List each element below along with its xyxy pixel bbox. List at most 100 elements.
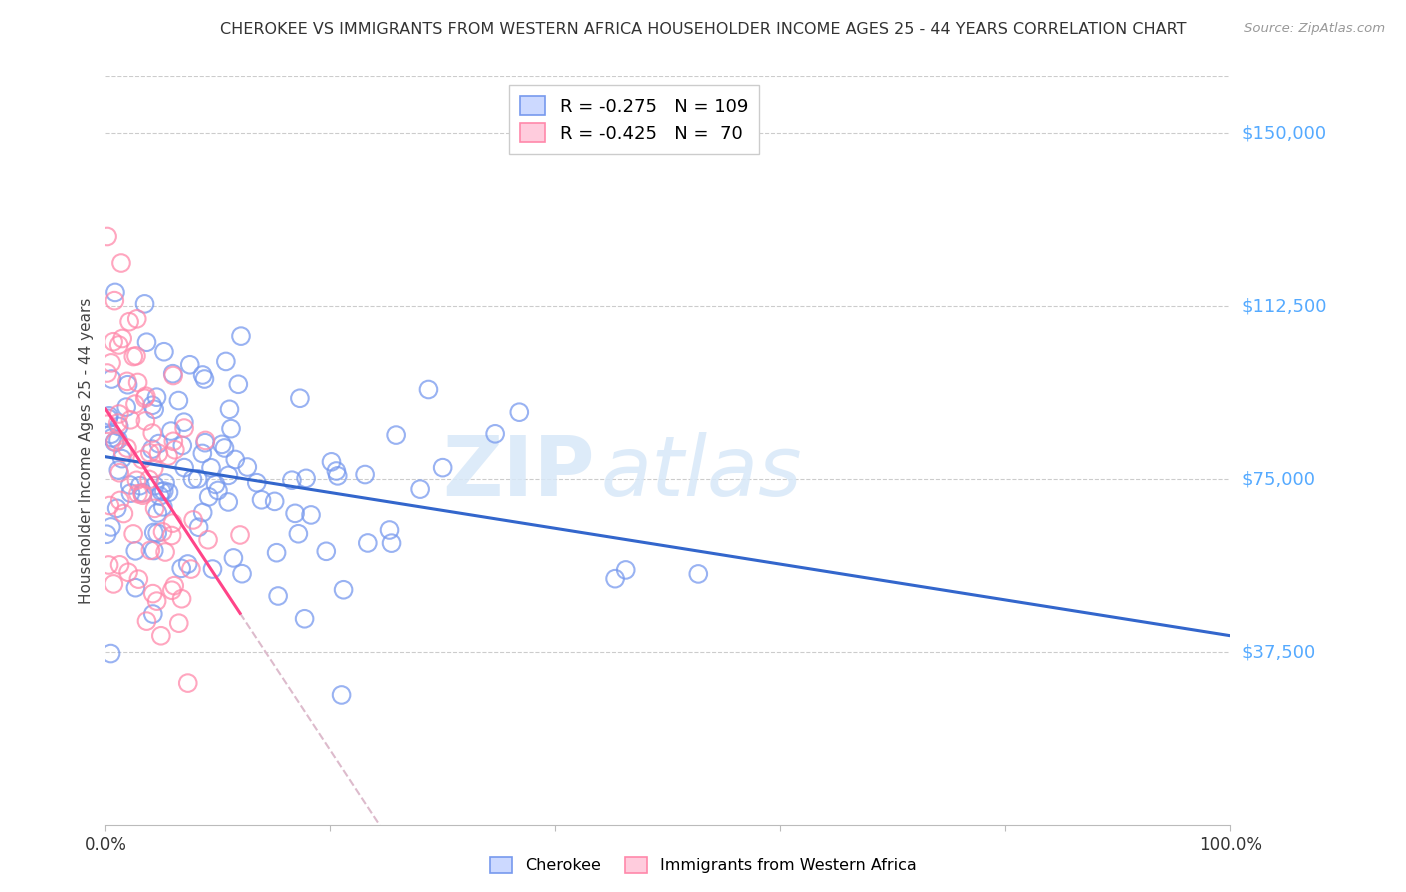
Point <box>197 533 219 547</box>
Point <box>162 516 184 530</box>
Point <box>139 446 162 460</box>
Point <box>148 436 170 450</box>
Point <box>108 466 131 480</box>
Point <box>135 614 157 628</box>
Point <box>193 372 215 386</box>
Point <box>135 335 157 350</box>
Point <box>409 482 432 496</box>
Point <box>181 513 204 527</box>
Point <box>295 471 318 485</box>
Point <box>152 500 174 514</box>
Point <box>145 594 167 608</box>
Point <box>284 507 307 521</box>
Point <box>187 520 209 534</box>
Point <box>131 452 153 467</box>
Point <box>115 375 138 389</box>
Point <box>246 475 269 490</box>
Point <box>152 524 174 539</box>
Point <box>122 350 145 364</box>
Point <box>173 460 195 475</box>
Point <box>134 414 156 428</box>
Point <box>97 409 120 423</box>
Point <box>217 495 239 509</box>
Point <box>143 479 166 493</box>
Text: $150,000: $150,000 <box>1241 125 1326 143</box>
Point <box>160 528 183 542</box>
Point <box>107 433 129 447</box>
Point <box>127 572 149 586</box>
Point <box>231 566 253 581</box>
Point <box>131 488 153 502</box>
Point <box>96 229 118 244</box>
Point <box>153 344 176 359</box>
Point <box>330 688 353 702</box>
Point <box>120 486 142 500</box>
Point <box>150 484 173 499</box>
Text: Source: ZipAtlas.com: Source: ZipAtlas.com <box>1244 22 1385 36</box>
Point <box>217 468 239 483</box>
Point <box>218 402 240 417</box>
Point <box>100 356 122 370</box>
Point <box>170 591 193 606</box>
Point <box>96 417 118 432</box>
Point <box>143 501 166 516</box>
Point <box>103 293 125 308</box>
Point <box>108 558 131 572</box>
Point <box>172 438 194 452</box>
Y-axis label: Householder Income Ages 25 - 44 years: Householder Income Ages 25 - 44 years <box>79 297 94 604</box>
Point <box>201 562 224 576</box>
Point <box>96 527 118 541</box>
Point <box>332 582 354 597</box>
Point <box>688 566 710 581</box>
Point <box>187 472 209 486</box>
Point <box>107 416 129 430</box>
Point <box>162 434 184 449</box>
Point <box>127 486 149 500</box>
Point <box>181 472 204 486</box>
Point <box>380 536 402 550</box>
Point <box>135 389 157 403</box>
Point <box>125 473 148 487</box>
Point <box>226 377 249 392</box>
Point <box>357 536 380 550</box>
Point <box>107 338 129 352</box>
Point <box>143 402 166 417</box>
Point <box>148 446 170 460</box>
Text: $75,000: $75,000 <box>1241 470 1316 488</box>
Point <box>378 523 401 537</box>
Point <box>160 583 183 598</box>
Point <box>222 550 245 565</box>
Point <box>103 435 125 450</box>
Point <box>180 562 202 576</box>
Point <box>153 545 176 559</box>
Point <box>294 612 316 626</box>
Point <box>250 492 273 507</box>
Point <box>191 446 214 460</box>
Point <box>118 478 141 492</box>
Point <box>104 285 127 300</box>
Point <box>104 434 127 449</box>
Point <box>141 398 163 412</box>
Point <box>149 629 172 643</box>
Legend: Cherokee, Immigrants from Western Africa: Cherokee, Immigrants from Western Africa <box>484 850 922 880</box>
Point <box>120 413 142 427</box>
Point <box>299 508 322 522</box>
Point <box>418 383 440 397</box>
Point <box>105 501 128 516</box>
Point <box>167 616 190 631</box>
Point <box>162 368 184 383</box>
Point <box>100 520 122 534</box>
Point <box>614 563 637 577</box>
Point <box>96 366 118 380</box>
Point <box>167 393 190 408</box>
Point <box>229 329 252 343</box>
Point <box>125 349 148 363</box>
Point <box>139 543 162 558</box>
Point <box>97 558 120 572</box>
Text: $112,500: $112,500 <box>1241 297 1327 316</box>
Point <box>98 499 121 513</box>
Point <box>197 490 219 504</box>
Point <box>266 546 288 560</box>
Point <box>157 449 180 463</box>
Point <box>100 372 122 386</box>
